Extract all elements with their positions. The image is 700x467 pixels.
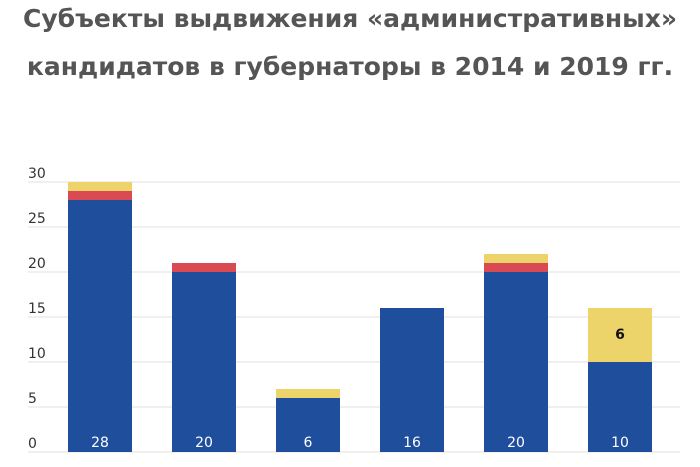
bar-segment xyxy=(276,398,340,452)
bar-segment xyxy=(68,182,132,191)
bar-segment xyxy=(588,362,652,452)
data-label: 28 xyxy=(91,435,109,451)
bar-segment xyxy=(68,200,132,452)
y-tick-label: 15 xyxy=(28,301,46,317)
bar-segment xyxy=(484,272,548,452)
y-tick-label: 10 xyxy=(28,346,46,362)
y-tick-label: 25 xyxy=(28,211,46,227)
bar-segment xyxy=(172,263,236,272)
bar-segment xyxy=(380,308,444,452)
y-tick-label: 20 xyxy=(28,256,46,272)
bar-segment xyxy=(484,263,548,272)
y-tick-label: 5 xyxy=(28,391,37,407)
bar-segment xyxy=(588,308,652,362)
chart-subtitle: кандидатов в губернаторы в 2014 и 2019 г… xyxy=(27,52,673,81)
bar-segment xyxy=(276,389,340,398)
bar-segment xyxy=(172,272,236,452)
data-label: 6 xyxy=(615,327,625,343)
bar-segment xyxy=(68,191,132,200)
data-label: 6 xyxy=(304,435,313,451)
data-label: 20 xyxy=(507,435,525,451)
data-label: 10 xyxy=(611,435,629,451)
y-tick-label: 30 xyxy=(28,166,46,182)
bar-segment xyxy=(484,254,548,263)
data-label: 16 xyxy=(403,435,421,451)
data-label: 20 xyxy=(195,435,213,451)
chart-title: Субъекты выдвижения «административных» xyxy=(23,4,677,33)
y-tick-label: 0 xyxy=(28,436,37,452)
